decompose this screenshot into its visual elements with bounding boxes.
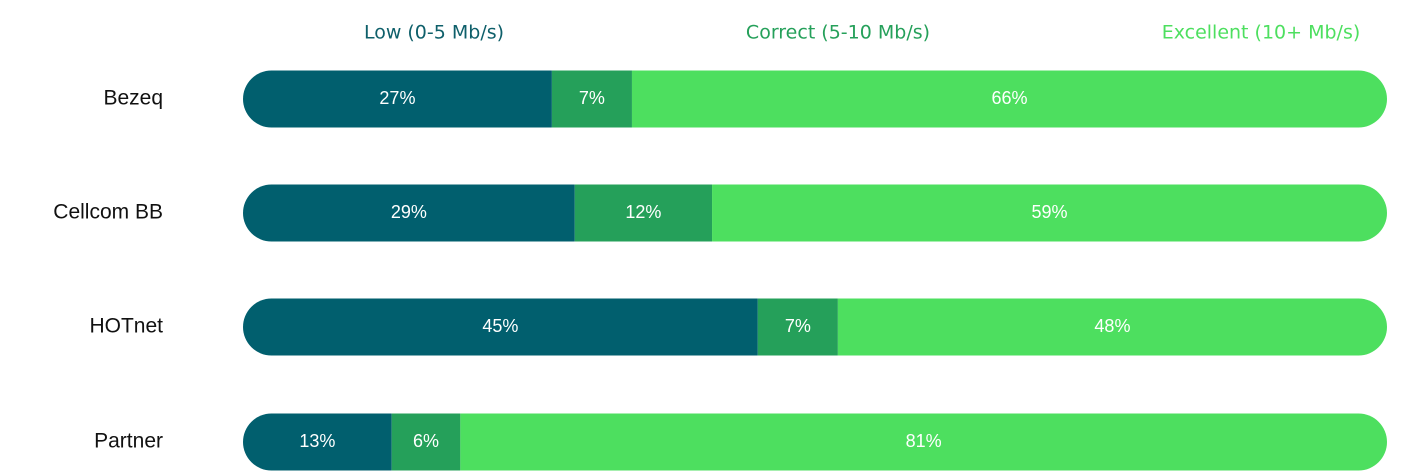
category-label: Bezeq (103, 87, 163, 110)
data-label: 45% (482, 316, 518, 336)
bar-segment-low-0-5-mb-s (243, 413, 392, 471)
bar-segment-excellent-10-mb-s (837, 298, 1387, 356)
data-label: 66% (991, 88, 1027, 108)
data-label: 59% (1032, 202, 1068, 222)
data-label: 13% (299, 431, 335, 451)
category-label: HOTnet (89, 315, 163, 338)
bar-segment-correct-5-10-mb-s (391, 413, 461, 471)
bar-row-bezeq: Bezeq 27% 7% 66% (103, 70, 1387, 128)
data-label: 6% (413, 431, 439, 451)
bar-segments (243, 184, 1387, 242)
data-label: 27% (379, 88, 415, 108)
bar-segment-correct-5-10-mb-s (757, 298, 838, 356)
bar-segments (243, 413, 1387, 471)
bar-segment-correct-5-10-mb-s (551, 70, 632, 128)
category-label: Cellcom BB (53, 201, 163, 224)
data-label: 7% (785, 316, 811, 336)
bar-row-hotnet: HOTnet 45% 7% 48% (89, 298, 1387, 356)
bar-segment-low-0-5-mb-s (243, 298, 758, 356)
category-label: Partner (94, 430, 163, 453)
legend-item-excellent-10-mb-s: Excellent (10+ Mb/s) (1162, 22, 1361, 44)
plot-area: Bezeq 27% 7% 66% Cellcom BB 29% 12% 59% HOTnet 45… (53, 70, 1387, 471)
bar-segment-correct-5-10-mb-s (574, 184, 713, 242)
data-label: 29% (391, 202, 427, 222)
bar-segments (243, 298, 1387, 356)
data-label: 12% (625, 202, 661, 222)
bar-row-partner: Partner 13% 6% 81% (94, 413, 1387, 471)
bar-row-cellcom-bb: Cellcom BB 29% 12% 59% (53, 184, 1387, 242)
legend-item-low-0-5-mb-s: Low (0-5 Mb/s) (364, 22, 504, 44)
bar-segment-low-0-5-mb-s (243, 184, 575, 242)
data-label: 81% (906, 431, 942, 451)
data-label: 48% (1094, 316, 1130, 336)
bar-segment-excellent-10-mb-s (460, 413, 1387, 471)
legend: Low (0-5 Mb/s) Correct (5-10 Mb/s) Excelle… (364, 22, 1360, 44)
bar-segment-low-0-5-mb-s (243, 70, 552, 128)
legend-item-correct-5-10-mb-s: Correct (5-10 Mb/s) (746, 22, 930, 44)
data-label: 7% (579, 88, 605, 108)
bar-segment-excellent-10-mb-s (712, 184, 1387, 242)
bar-segment-excellent-10-mb-s (631, 70, 1387, 128)
bar-segments (243, 70, 1387, 128)
